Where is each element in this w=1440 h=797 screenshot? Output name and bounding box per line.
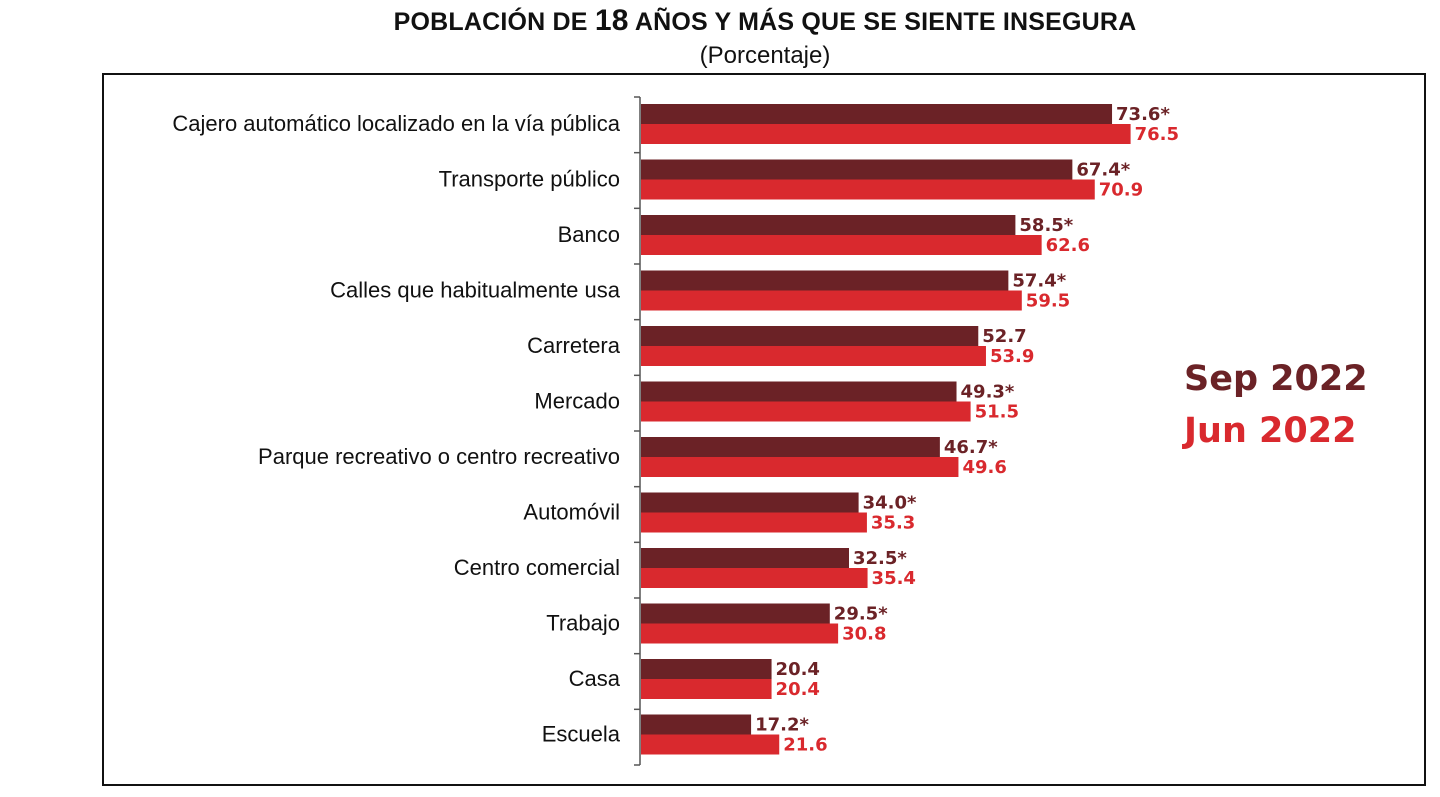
bar-sep-2022 bbox=[641, 104, 1113, 124]
bar-sep-2022 bbox=[641, 215, 1016, 235]
data-label-sep-2022: 67.4* bbox=[1076, 160, 1130, 181]
bar-sep-2022 bbox=[641, 714, 752, 735]
bar-jun-2022 bbox=[641, 734, 780, 755]
data-label-jun-2022: 70.9 bbox=[1099, 180, 1143, 201]
bar-sep-2022 bbox=[641, 437, 940, 457]
chart-title: POBLACIÓN DE 18 AÑOS Y MÁS QUE SE SIENTE… bbox=[0, 4, 1440, 38]
labels: Cajero automático localizado en la vía p… bbox=[172, 104, 1179, 756]
category-label: Parque recreativo o centro recreativo bbox=[258, 444, 620, 469]
data-label-sep-2022: 17.2* bbox=[755, 715, 809, 736]
bar-jun-2022 bbox=[641, 235, 1042, 255]
category-label: Transporte público bbox=[439, 167, 620, 192]
category-label: Banco bbox=[558, 222, 620, 247]
category-label: Automóvil bbox=[523, 500, 620, 525]
category-label: Cajero automático localizado en la vía p… bbox=[172, 111, 620, 136]
category-label: Carretera bbox=[527, 333, 621, 358]
data-label-jun-2022: 76.5 bbox=[1135, 124, 1179, 145]
bars bbox=[641, 104, 1131, 755]
bar-sep-2022 bbox=[641, 270, 1009, 291]
chart-title-suffix: AÑOS Y MÁS QUE SE SIENTE INSEGURA bbox=[634, 8, 1137, 36]
data-label-jun-2022: 49.6 bbox=[962, 457, 1006, 478]
category-label: Centro comercial bbox=[454, 555, 620, 580]
bar-jun-2022 bbox=[641, 290, 1022, 311]
data-label-jun-2022: 59.5 bbox=[1026, 291, 1070, 312]
data-label-sep-2022: 49.3* bbox=[961, 382, 1015, 403]
data-label-jun-2022: 21.6 bbox=[783, 735, 827, 756]
chart-title-prefix: POBLACIÓN DE bbox=[393, 8, 588, 36]
data-label-jun-2022: 62.6 bbox=[1046, 235, 1090, 256]
data-label-jun-2022: 30.8 bbox=[842, 624, 886, 645]
data-label-sep-2022: 46.7* bbox=[944, 437, 998, 458]
data-label-sep-2022: 73.6* bbox=[1116, 104, 1170, 125]
category-label: Escuela bbox=[542, 722, 621, 747]
data-label-sep-2022: 32.5* bbox=[853, 548, 907, 569]
data-label-sep-2022: 52.7 bbox=[982, 326, 1026, 347]
bar-sep-2022 bbox=[641, 381, 957, 402]
bar-sep-2022 bbox=[641, 603, 830, 624]
data-label-jun-2022: 35.4 bbox=[872, 568, 916, 589]
chart-subtitle: (Porcentaje) bbox=[699, 42, 831, 69]
bar-sep-2022 bbox=[641, 659, 772, 679]
data-label-jun-2022: 35.3 bbox=[871, 513, 915, 534]
data-label-sep-2022: 34.0* bbox=[863, 493, 917, 514]
bar-jun-2022 bbox=[641, 179, 1095, 200]
bar-jun-2022 bbox=[641, 401, 971, 422]
bar-jun-2022 bbox=[641, 124, 1131, 144]
bar-jun-2022 bbox=[641, 346, 986, 366]
bar-sep-2022 bbox=[641, 548, 849, 568]
category-label: Calles que habitualmente usa bbox=[330, 278, 621, 303]
bar-jun-2022 bbox=[641, 457, 959, 477]
data-label-jun-2022: 51.5 bbox=[975, 402, 1019, 423]
bar-jun-2022 bbox=[641, 512, 867, 533]
data-label-sep-2022: 29.5* bbox=[834, 604, 888, 625]
bar-jun-2022 bbox=[641, 679, 772, 699]
data-label-jun-2022: 53.9 bbox=[990, 346, 1034, 367]
category-axis bbox=[634, 96, 641, 766]
chart-title-number: 18 bbox=[594, 4, 629, 37]
bar-sep-2022 bbox=[641, 159, 1073, 180]
bar-sep-2022 bbox=[641, 326, 979, 346]
data-label-sep-2022: 58.5* bbox=[1019, 215, 1073, 236]
legend-series-sep-2022: Sep 2022 bbox=[1184, 359, 1368, 399]
category-label: Mercado bbox=[534, 389, 620, 414]
bar-jun-2022 bbox=[641, 623, 839, 644]
data-label-sep-2022: 57.4* bbox=[1012, 271, 1066, 292]
bar-sep-2022 bbox=[641, 492, 859, 513]
data-label-jun-2022: 20.4 bbox=[776, 679, 820, 700]
chart-frame bbox=[102, 73, 1426, 786]
category-label: Casa bbox=[569, 666, 621, 691]
category-label: Trabajo bbox=[546, 611, 620, 636]
data-label-sep-2022: 20.4 bbox=[776, 659, 820, 680]
legend-series-jun-2022: Jun 2022 bbox=[1184, 411, 1357, 451]
bar-jun-2022 bbox=[641, 568, 868, 588]
